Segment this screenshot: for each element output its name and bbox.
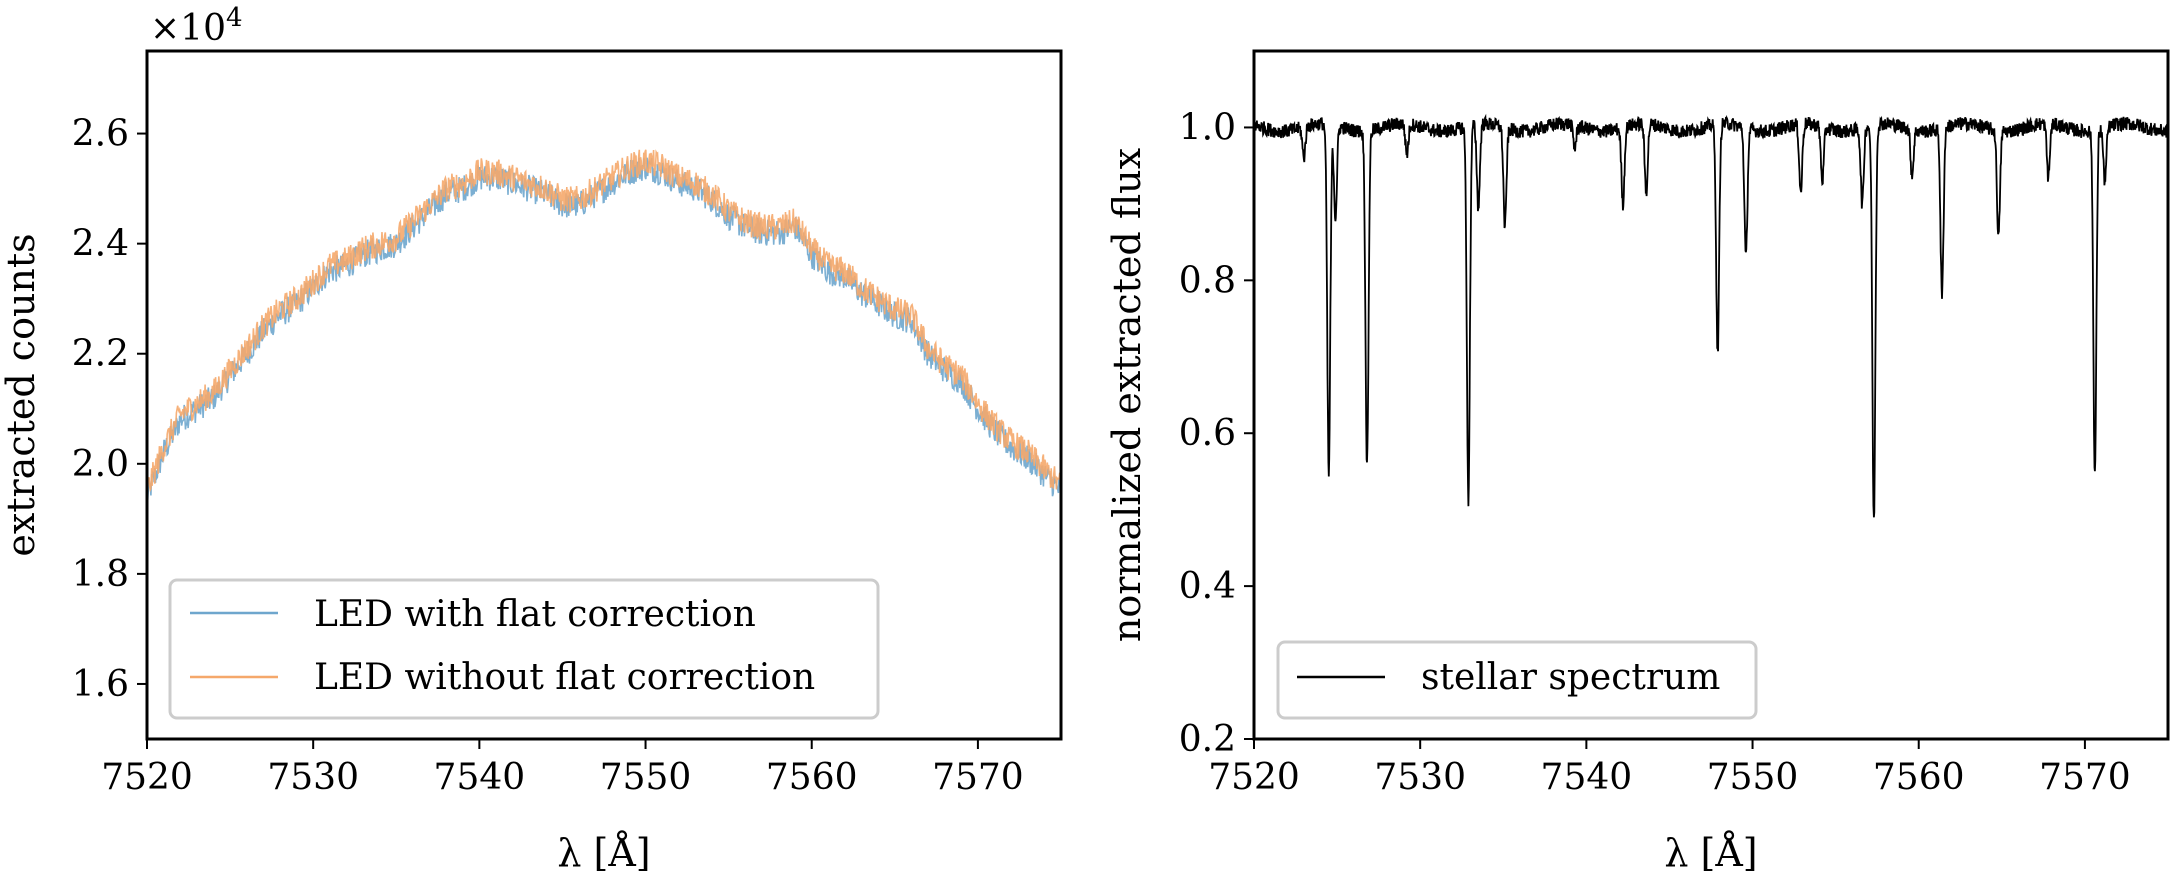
left-series-line-1 (146, 149, 1062, 497)
right-x-tick-label: 7560 (1873, 757, 1965, 798)
right-y-tick-label: 0.6 (1179, 413, 1236, 454)
left-y-tick-label: 2.2 (72, 334, 129, 375)
right-ticks: 7520 7530 7540 7550 7560 7570 0.2 0.4 0.6 0.8 1.0 (1179, 107, 2131, 798)
right-x-tick-label: 7550 (1707, 757, 1799, 798)
right-series-group (1253, 113, 2169, 518)
right-x-tick-label: 7530 (1374, 757, 1466, 798)
right-panel: 7520 7530 7540 7550 7560 75700.20.40.60.81.0 … (1105, 49, 2170, 875)
left-x-tick-label: 7520 (101, 757, 193, 798)
right-x-axis-label: λ [Å] (1664, 831, 1757, 875)
left-x-tick-label: 7570 (932, 757, 1024, 798)
right-y-tick-label: 0.8 (1179, 260, 1236, 301)
left-legend-box (168, 578, 880, 720)
right-y-tick-label: 0.2 (1179, 719, 1236, 760)
right-legend-box (1276, 640, 1758, 720)
left-x-tick-label: 7530 (267, 757, 359, 798)
left-exponent-label: ×104 (150, 3, 243, 49)
right-x-tick-label: 7540 (1541, 757, 1633, 798)
right-y-tick-label: 1.0 (1179, 107, 1236, 148)
right-x-tick-label: 7520 (1208, 757, 1300, 798)
left-legend-label-flat: LED with flat correction (314, 594, 756, 635)
left-series-group (146, 149, 1062, 501)
left-ticks: 7520 7530 7540 7550 7560 7570 1.6 1.8 2.0 2.2 2.4 2… (72, 114, 1024, 798)
right-x-tick-label: 7570 (2039, 757, 2131, 798)
left-y-tick-label: 1.8 (72, 554, 129, 595)
left-x-tick-label: 7550 (600, 757, 692, 798)
left-y-axis-label: extracted counts (0, 233, 43, 556)
right-legend-label: stellar spectrum (1421, 657, 1720, 698)
left-panel: 7520 7530 7540 7550 7560 7570 1.6 1.8 2.0 2.2 2.4 2… (0, 3, 1063, 875)
left-y-tick-label: 1.6 (72, 664, 129, 705)
left-y-tick-label: 2.0 (72, 444, 129, 485)
left-y-tick-label: 2.4 (72, 224, 129, 265)
left-x-tick-label: 7560 (766, 757, 858, 798)
left-y-tick-label: 2.6 (72, 114, 129, 155)
right-series-line (1253, 113, 2169, 518)
left-plot-frame (145, 49, 1063, 741)
right-y-tick-label: 0.4 (1179, 566, 1236, 607)
left-x-tick-label: 7540 (434, 757, 526, 798)
right-plot-frame (1252, 49, 2170, 741)
left-legend: LED with flat correction LED without fla… (168, 578, 880, 720)
right-legend: stellar spectrum (1276, 640, 1758, 720)
left-x-axis-label: λ [Å] (557, 831, 650, 875)
right-y-axis-label: normalized extracted flux (1105, 148, 1149, 642)
left-legend-label-noflat: LED without flat correction (314, 657, 815, 698)
